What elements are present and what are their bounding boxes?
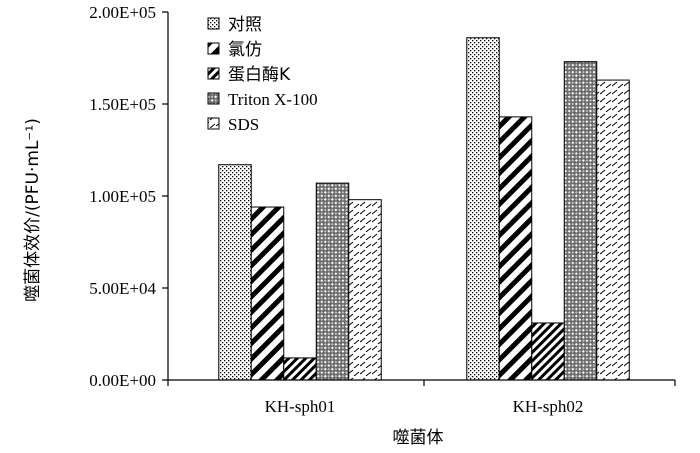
bar xyxy=(596,79,630,381)
legend-swatch xyxy=(207,67,220,80)
legend-label: 氯仿 xyxy=(228,40,262,60)
x-axis: KH-sph01 KH-sph02 xyxy=(167,379,676,416)
x-tick-label: KH-sph01 xyxy=(265,397,336,416)
y-axis-title: 噬菌体效价/(PFU·mL⁻¹) xyxy=(23,118,43,302)
legend-swatch xyxy=(207,17,220,30)
legend-swatch xyxy=(207,117,220,130)
x-tick-label: KH-sph02 xyxy=(513,397,584,416)
bar xyxy=(348,199,382,381)
legend-swatch xyxy=(207,42,220,55)
y-tick-label: 1.50E+05 xyxy=(89,95,156,114)
bar xyxy=(466,37,500,381)
plot-area xyxy=(218,37,630,381)
bar xyxy=(283,357,317,381)
bar xyxy=(531,322,565,381)
legend-label: SDS xyxy=(228,115,259,134)
legend-label: Triton X-100 xyxy=(228,90,318,109)
bar xyxy=(498,116,533,381)
bar xyxy=(250,206,285,381)
y-tick-label: 0.00E+00 xyxy=(89,371,156,390)
bar xyxy=(315,182,350,381)
y-tick-label: 1.00E+05 xyxy=(89,187,156,206)
legend-label: 对照 xyxy=(228,15,262,35)
y-axis: 0.00E+00 5.00E+04 1.00E+05 1.50E+05 2.00E+05 xyxy=(89,3,169,390)
y-tick-label: 5.00E+04 xyxy=(89,279,156,298)
y-tick-label: 2.00E+05 xyxy=(89,3,156,22)
x-axis-title: 噬菌体 xyxy=(393,428,444,448)
legend-label: 蛋白酶K xyxy=(228,65,291,85)
bar xyxy=(218,164,252,381)
legend-swatch xyxy=(207,92,220,105)
bar xyxy=(563,61,598,381)
